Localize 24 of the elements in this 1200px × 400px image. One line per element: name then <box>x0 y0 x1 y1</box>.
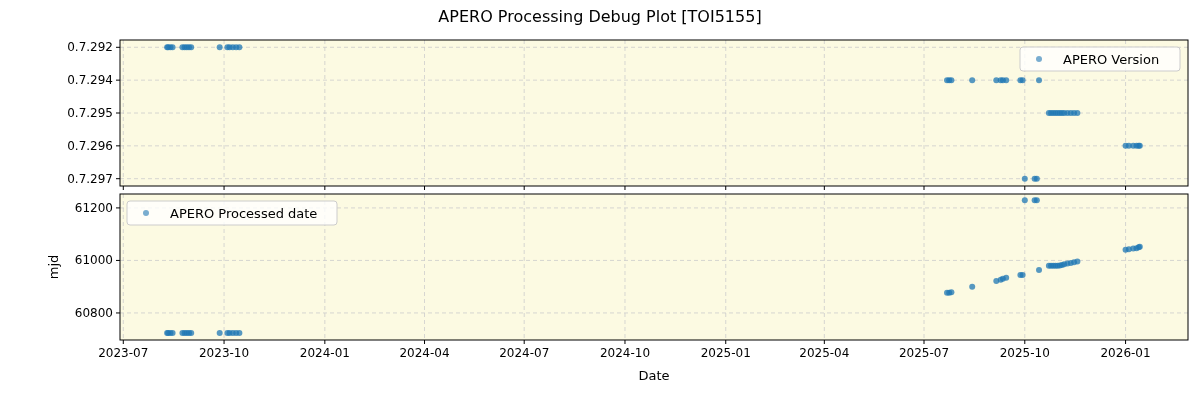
x-tick-label: 2026-01 <box>1100 346 1151 360</box>
y-tick-label: 61200 <box>74 200 113 215</box>
category-label: 0.7.294 <box>67 73 113 88</box>
y-axis-title: mjd <box>46 254 61 280</box>
y-tick-label: 61000 <box>74 253 113 268</box>
x-tick-label: 2025-01 <box>700 346 751 360</box>
x-tick-label: 2024-01 <box>299 346 350 360</box>
legend-label: APERO Version <box>1063 52 1160 67</box>
category-label: 0.7.292 <box>67 40 113 55</box>
x-tick-label: 2025-07 <box>898 346 950 360</box>
y-tick-label: 60800 <box>74 305 113 320</box>
category-label: 0.7.295 <box>67 106 113 120</box>
x-tick-label: 2023-07 <box>98 346 149 360</box>
chart-title: APERO Processing Debug Plot [TOI5155] <box>438 7 762 26</box>
x-tick-label: 2024-07 <box>499 346 550 360</box>
x-tick-label: 2024-04 <box>399 346 450 360</box>
category-label: 0.7.296 <box>67 138 113 153</box>
x-tick-label: 2025-10 <box>999 346 1050 360</box>
x-axis-title: Date <box>638 368 670 383</box>
x-tick-label: 2024-10 <box>599 346 651 360</box>
legend-label: APERO Processed date <box>170 206 318 221</box>
x-tick-label: 2023-10 <box>198 346 250 360</box>
category-label: 0.7.297 <box>67 171 113 186</box>
x-tick-label: 2025-04 <box>799 346 850 360</box>
